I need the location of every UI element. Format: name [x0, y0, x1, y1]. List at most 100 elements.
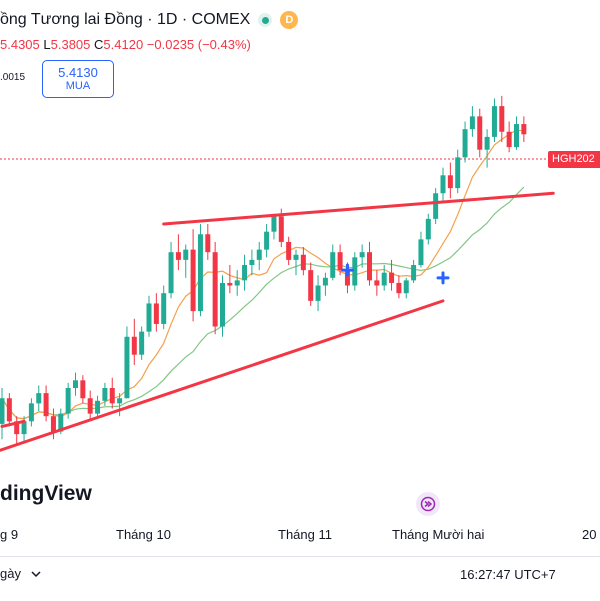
- candle-body: [300, 254, 306, 271]
- candle-body: [109, 388, 115, 404]
- candle-body: [477, 116, 483, 150]
- candle-body: [220, 282, 225, 327]
- candle-body: [425, 218, 431, 240]
- candle-body: [14, 421, 20, 435]
- candle-body: [293, 254, 299, 260]
- candle-body: [43, 393, 49, 417]
- candle-body: [308, 270, 314, 301]
- candle-body: [212, 252, 218, 327]
- x-tick-label: Tháng Mười hai: [392, 527, 485, 542]
- candle-body: [491, 106, 497, 137]
- close-value: 5.4120: [103, 37, 144, 52]
- candle-body: [139, 331, 145, 355]
- candle-body: [484, 136, 490, 150]
- symbol-price-tag[interactable]: HGH202: [548, 151, 600, 168]
- candle-body: [469, 116, 475, 130]
- clock[interactable]: 16:27:47 UTC+7: [460, 567, 556, 582]
- candle-body: [205, 234, 211, 253]
- candle-body: [249, 259, 255, 265]
- candle-body: [95, 400, 101, 414]
- trendline: [162, 191, 555, 226]
- candle-body: [359, 252, 365, 258]
- candle-body: [462, 129, 468, 158]
- candle-body: [455, 157, 461, 189]
- candle-body: [418, 239, 424, 265]
- candle-body: [131, 336, 137, 355]
- candle-body: [374, 280, 380, 286]
- candle-body: [322, 277, 328, 286]
- moving-average-fast: [1, 129, 524, 420]
- candle-body: [50, 416, 56, 432]
- market-open-icon: [258, 13, 273, 27]
- low-label: L: [43, 37, 51, 52]
- symbol-title[interactable]: ồng Tương lai Đồng · 1D · COMEX: [0, 11, 251, 28]
- candle-body: [389, 272, 395, 283]
- replay-icon[interactable]: [416, 492, 440, 516]
- candle-body: [256, 249, 262, 260]
- candle-body: [403, 280, 409, 294]
- candle-body: [367, 252, 372, 281]
- candle-body: [447, 175, 453, 189]
- candle-body: [506, 131, 512, 148]
- open-value: 5.4305: [0, 37, 40, 52]
- candle-body: [0, 398, 5, 424]
- candle-body: [242, 265, 248, 281]
- tradingview-logo[interactable]: dingView: [0, 482, 92, 505]
- candle-body: [65, 388, 71, 414]
- x-tick-label: g 9: [0, 527, 19, 542]
- range-label: gày: [0, 566, 21, 581]
- candle-body: [102, 388, 108, 401]
- candle-body: [271, 216, 277, 232]
- candle-body: [514, 124, 519, 148]
- candle-body: [80, 380, 86, 399]
- chevron-down-icon: [31, 571, 41, 578]
- bottom-toolbar: [0, 556, 600, 601]
- close-label: C: [94, 37, 104, 52]
- moving-average-slow: [1, 186, 525, 420]
- candle-body: [124, 336, 130, 399]
- candle-body: [153, 303, 159, 324]
- x-tick-label: Tháng 10: [116, 527, 171, 542]
- x-tick-label: 20: [582, 527, 597, 542]
- candle-body: [396, 282, 402, 294]
- spread-value: .0015: [0, 72, 26, 83]
- candle-body: [411, 265, 417, 281]
- candle-body: [433, 193, 439, 219]
- candle-body: [440, 175, 446, 194]
- change-value: −0.0235 (−0.43%): [146, 37, 251, 52]
- ohlc-readout: 5.4305 L5.3805 C5.4120 −0.0235 (−0.43%): [0, 37, 251, 52]
- candle-body: [36, 393, 42, 404]
- buy-price: 5.4130: [58, 65, 98, 80]
- range-selector[interactable]: gày: [0, 566, 41, 581]
- candle-body: [73, 380, 78, 388]
- candle-body: [344, 270, 350, 286]
- candle-body: [278, 216, 284, 242]
- crosshair-marker-icon: [436, 271, 450, 285]
- candle-body: [227, 282, 233, 286]
- candle-body: [381, 272, 387, 286]
- candle-body: [499, 106, 505, 132]
- candle-body: [28, 403, 34, 422]
- low-value: 5.3805: [50, 37, 91, 52]
- candle-body: [286, 241, 292, 260]
- buy-label: MUA: [65, 80, 91, 92]
- candle-body: [146, 303, 152, 332]
- candle-body: [352, 257, 358, 286]
- candle-body: [330, 252, 336, 278]
- buy-button[interactable]: 5.4130 MUA: [42, 60, 114, 98]
- candle-body: [58, 413, 64, 432]
- candle-body: [190, 249, 196, 312]
- candle-body: [117, 398, 123, 404]
- x-tick-label: Tháng 11: [278, 527, 332, 542]
- candle-body: [161, 293, 167, 324]
- candle-body: [337, 252, 343, 271]
- candle-body: [234, 280, 240, 286]
- candle-body: [87, 398, 93, 414]
- symbol-header: ồng Tương lai Đồng · 1D · COMEX D: [0, 6, 299, 34]
- trendline: [0, 419, 26, 428]
- delayed-data-badge[interactable]: D: [280, 11, 299, 29]
- crosshair-marker-icon: [340, 263, 354, 277]
- trendline: [0, 299, 445, 452]
- candle-body: [264, 231, 270, 250]
